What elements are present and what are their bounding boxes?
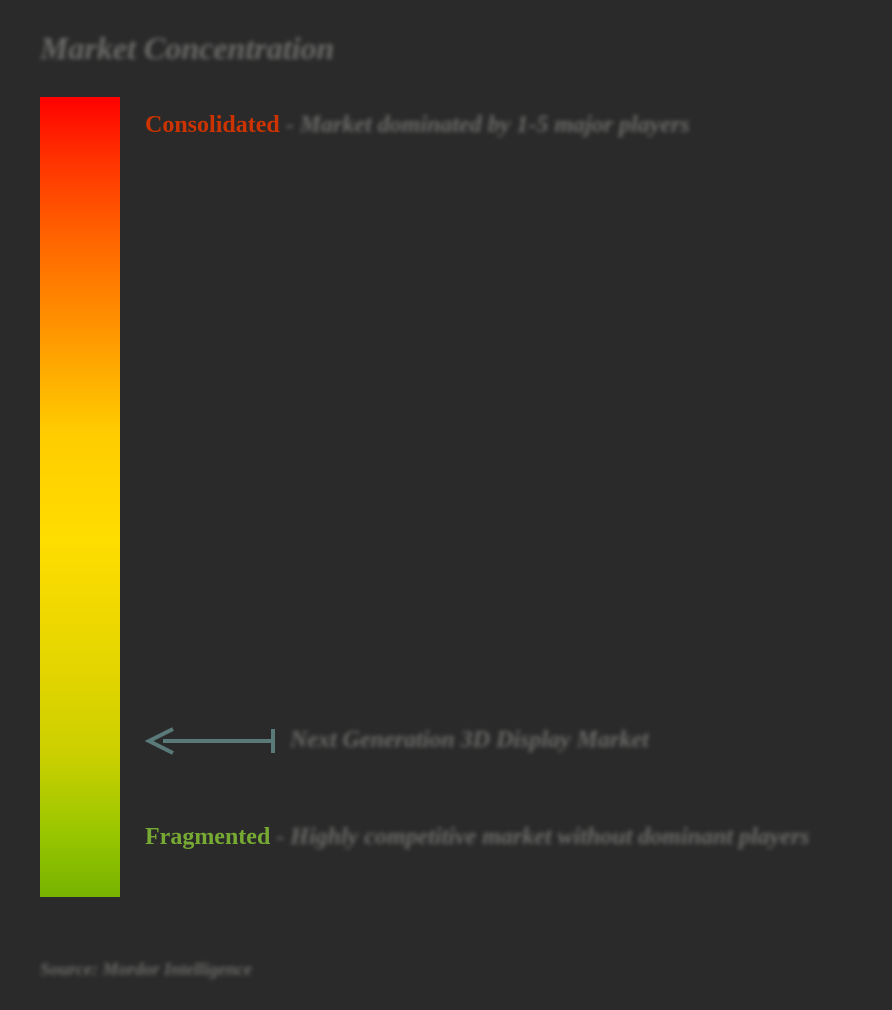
fragmented-description: - Highly competitive market without domi… (276, 824, 809, 850)
content-area: Consolidated - Market dominated by 1-5 m… (40, 97, 852, 917)
market-name-label: Next Generation 3D Display Market (290, 724, 649, 758)
consolidated-keyword: Consolidated (145, 112, 280, 138)
fragmented-label: Fragmented - Highly competitive market w… (145, 817, 832, 858)
source-attribution: Source: Mordor Intelligence (40, 959, 252, 980)
market-pointer: Next Generation 3D Display Market (145, 723, 852, 759)
fragmented-keyword: Fragmented (145, 824, 270, 850)
chart-title: Market Concentration (40, 30, 852, 67)
text-column: Consolidated - Market dominated by 1-5 m… (145, 97, 852, 917)
consolidated-label: Consolidated - Market dominated by 1-5 m… (145, 105, 832, 146)
left-arrow-icon (145, 723, 275, 759)
concentration-gradient-bar (40, 97, 120, 897)
consolidated-description: - Market dominated by 1-5 major players (286, 112, 690, 138)
